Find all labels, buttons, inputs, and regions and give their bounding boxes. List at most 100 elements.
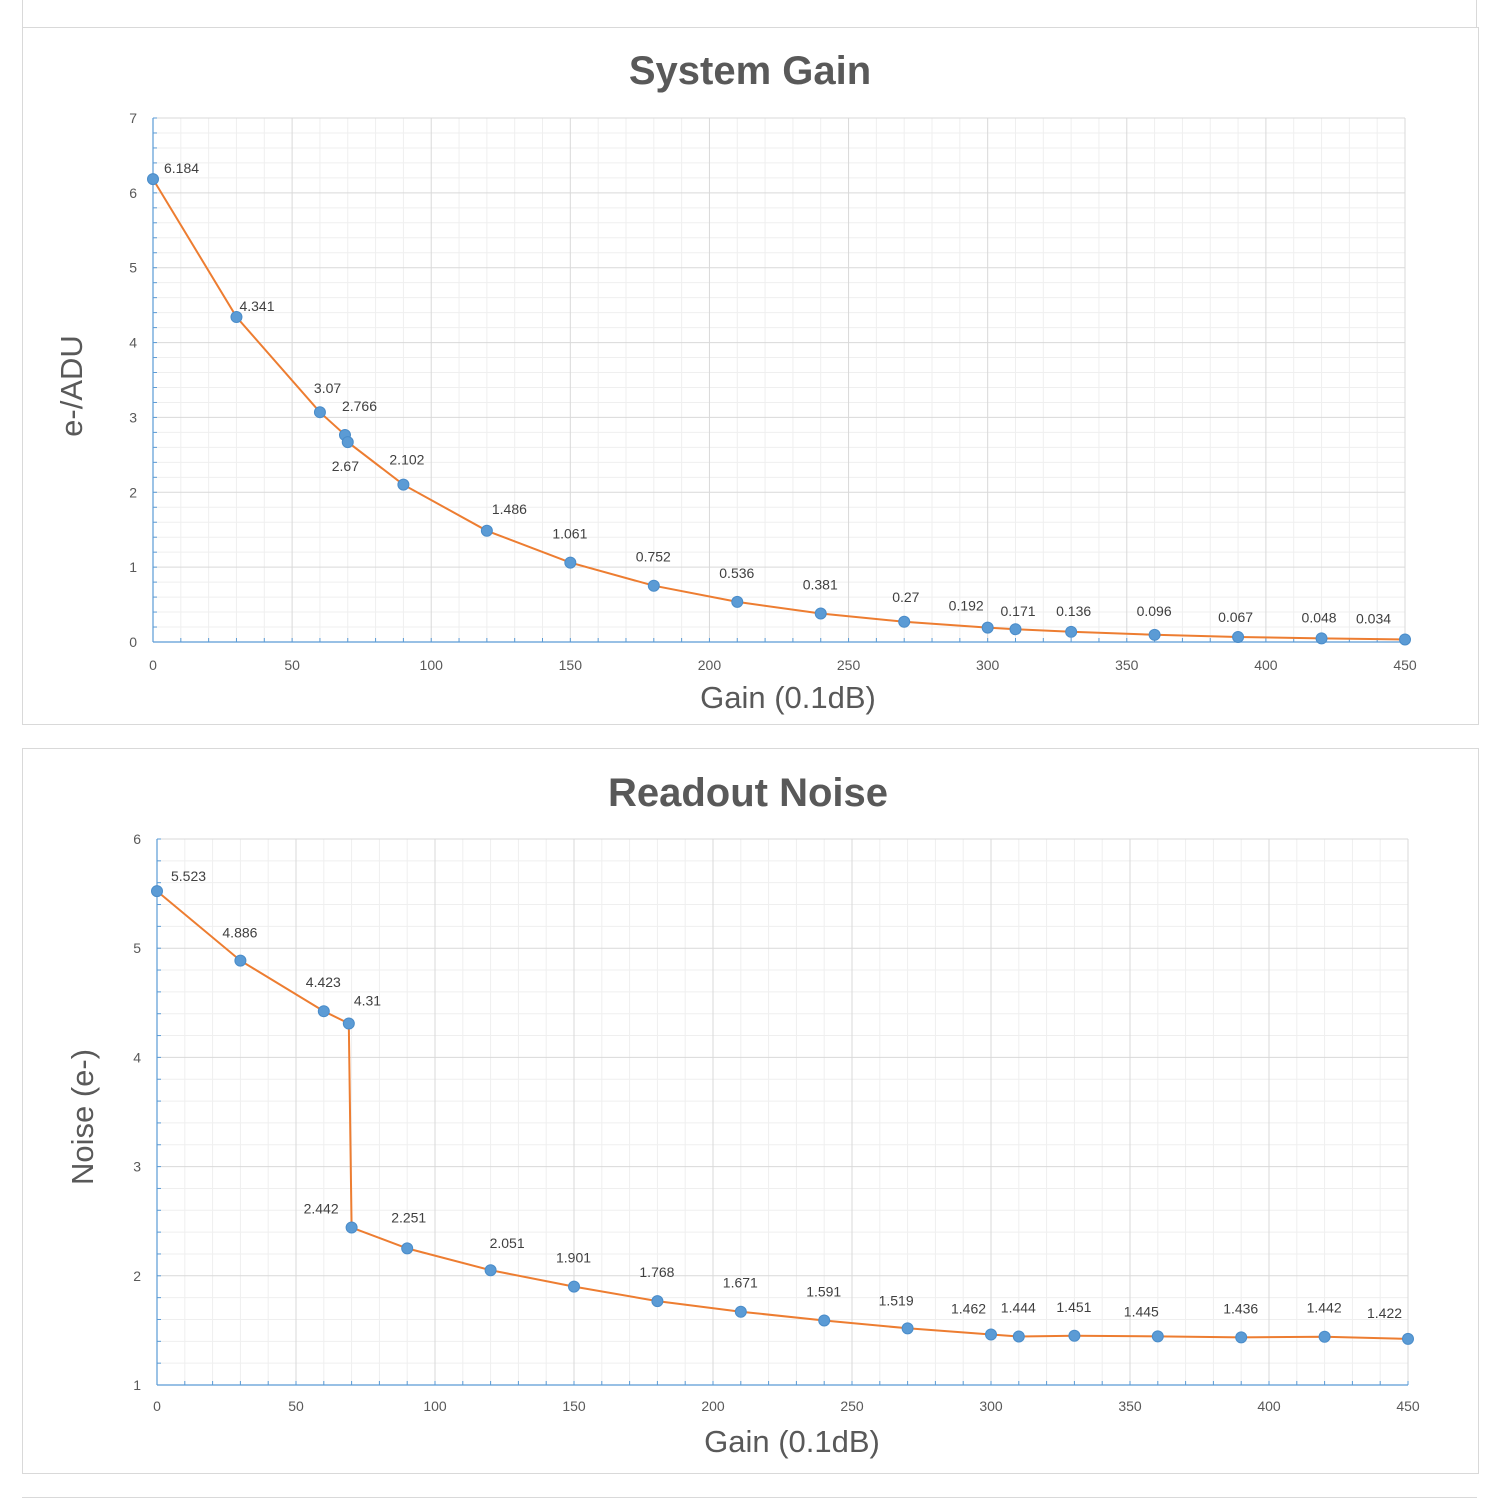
data-point: [731, 595, 744, 608]
x-tick-label: 300: [979, 1398, 1003, 1414]
data-point: [1315, 632, 1328, 645]
x-tick-label: 250: [837, 657, 861, 673]
data-point: [564, 556, 577, 569]
data-point: [1402, 1332, 1414, 1345]
data-label: 0.136: [1056, 603, 1091, 619]
y-tick-label: 3: [129, 409, 137, 425]
data-point: [397, 478, 410, 491]
data-label: 2.102: [389, 452, 424, 468]
y-tick-label: 4: [129, 335, 137, 351]
data-label: 4.886: [222, 925, 257, 941]
x-axis-title: Gain (0.1dB): [704, 1424, 880, 1459]
x-tick-label: 450: [1396, 1398, 1420, 1414]
data-label: 0.171: [1000, 603, 1035, 619]
data-point: [1399, 633, 1411, 646]
data-point: [1068, 1329, 1081, 1342]
data-point: [484, 1264, 497, 1277]
data-label: 5.523: [171, 868, 206, 884]
data-label: 4.31: [354, 993, 381, 1009]
data-label: 1.061: [552, 526, 587, 542]
x-tick-label: 450: [1393, 657, 1417, 673]
data-label: 0.067: [1218, 609, 1253, 625]
data-point: [981, 621, 994, 634]
data-label: 1.486: [492, 501, 527, 517]
data-point: [1012, 1330, 1025, 1343]
data-point: [1151, 1330, 1164, 1343]
data-point: [985, 1328, 997, 1341]
data-label: 4.423: [306, 974, 341, 990]
data-point: [147, 173, 159, 186]
data-point: [651, 1295, 664, 1308]
x-tick-label: 350: [1115, 657, 1139, 673]
x-tick-label: 300: [976, 657, 1000, 673]
x-tick-label: 100: [423, 1398, 447, 1414]
data-label: 3.07: [314, 380, 341, 396]
x-tick-label: 400: [1257, 1398, 1281, 1414]
data-point: [313, 406, 326, 419]
y-tick-label: 2: [133, 1268, 141, 1284]
data-label: 1.442: [1307, 1300, 1342, 1316]
y-tick-label: 1: [129, 559, 137, 575]
chart-title: System Gain: [629, 49, 871, 93]
x-tick-label: 400: [1254, 657, 1278, 673]
y-tick-label: 1: [133, 1377, 141, 1393]
frame-rule-right: [1476, 0, 1477, 27]
x-tick-label: 50: [284, 657, 300, 673]
y-axis-title: Noise (e-): [65, 1049, 100, 1185]
frame-rule-bottom: [22, 1497, 1477, 1498]
y-tick-label: 2: [129, 484, 137, 500]
data-label: 1.445: [1124, 1303, 1159, 1319]
data-point: [341, 436, 354, 449]
data-label: 2.251: [391, 1209, 426, 1225]
x-tick-label: 200: [698, 657, 722, 673]
data-point: [151, 885, 163, 898]
x-tick-label: 350: [1118, 1398, 1142, 1414]
data-point: [345, 1221, 358, 1234]
y-tick-label: 0: [129, 634, 137, 650]
series-line: [152, 178, 1406, 641]
data-label: 1.462: [951, 1301, 986, 1317]
series-line: [156, 890, 1409, 1340]
data-point: [647, 579, 660, 592]
data-label: 2.051: [490, 1235, 525, 1251]
data-label: 1.444: [1001, 1300, 1036, 1316]
x-tick-label: 0: [153, 1398, 161, 1414]
data-label: 1.519: [879, 1292, 914, 1308]
x-tick-label: 50: [288, 1398, 304, 1414]
system-gain-panel: [22, 27, 1479, 725]
readout-noise-panel: [22, 748, 1479, 1474]
data-label: 0.192: [949, 598, 984, 614]
system-gain-chart: System Gain Gain (0.1dB) e-/ADU 0 50 100 15…: [54, 49, 1417, 715]
data-label: 2.766: [342, 398, 377, 414]
data-point: [568, 1280, 580, 1293]
data-label: 1.671: [723, 1275, 758, 1291]
readout-noise-chart: Readout Noise Gain (0.1dB) Noise (e-) 0 5…: [65, 771, 1420, 1459]
frame-rule-left: [22, 0, 23, 27]
data-label: 0.27: [892, 589, 919, 605]
x-tick-label: 200: [701, 1398, 725, 1414]
data-point: [901, 1322, 914, 1335]
x-axis-title: Gain (0.1dB): [700, 680, 876, 715]
y-tick-label: 5: [133, 940, 141, 956]
data-point: [342, 1017, 355, 1030]
data-point: [480, 524, 493, 537]
data-point: [814, 607, 827, 620]
x-tick-label: 100: [420, 657, 444, 673]
data-point: [230, 311, 243, 324]
y-axis-title: e-/ADU: [54, 335, 89, 437]
data-label: 1.768: [639, 1264, 674, 1280]
gridlines: [156, 838, 1409, 1386]
y-tick-label: 6: [133, 831, 141, 847]
data-point: [234, 954, 247, 967]
data-point: [1232, 630, 1245, 643]
y-tick-label: 5: [129, 260, 137, 276]
x-tick-label: 0: [149, 657, 157, 673]
data-label: 0.048: [1302, 609, 1337, 625]
data-point: [1235, 1331, 1248, 1344]
data-label: 0.752: [636, 549, 671, 565]
x-tick-label: 250: [840, 1398, 864, 1414]
data-label: 4.341: [239, 298, 274, 314]
y-tick-label: 7: [129, 110, 137, 126]
data-label: 1.436: [1223, 1300, 1258, 1316]
